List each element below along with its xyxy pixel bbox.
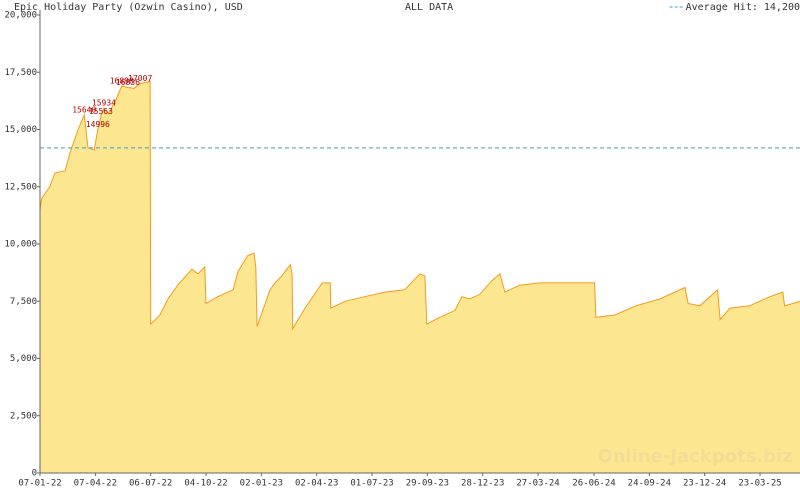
x-tick-label: 23-03-25: [738, 479, 781, 489]
area-fill: [40, 81, 800, 474]
x-tick-label: 04-10-22: [184, 479, 227, 489]
peak-label: 16836: [116, 78, 140, 87]
peak-label: 15640: [72, 105, 96, 114]
chart-subtitle: ALL DATA: [405, 2, 453, 13]
y-tick-label: 5,000: [10, 354, 37, 364]
x-tick-label: 01-07-23: [350, 479, 393, 489]
y-tick-label: 10,000: [4, 240, 37, 250]
peak-label: 15934: [92, 99, 116, 108]
x-tick-label: 29-09-23: [406, 479, 449, 489]
peak-label: 14996: [86, 120, 110, 129]
y-tick-label: 7,500: [10, 297, 37, 307]
x-tick-label: 07-01-22: [18, 479, 61, 489]
y-tick-label: 15,000: [4, 125, 37, 135]
peak-label: 17007: [128, 74, 152, 83]
watermark: Online-Jackpots.biz: [597, 446, 792, 467]
peak-label: 16898: [110, 77, 134, 86]
y-tick-label: 20,000: [4, 11, 37, 21]
y-tick-label: 0: [32, 469, 37, 479]
x-tick-label: 06-07-22: [129, 479, 172, 489]
x-tick-label: 26-06-24: [572, 479, 615, 489]
y-tick-label: 17,500: [4, 68, 37, 78]
x-tick-label: 23-12-24: [683, 479, 726, 489]
y-tick-label: 12,500: [4, 182, 37, 192]
x-tick-label: 24-09-24: [628, 479, 671, 489]
peak-label: 15563: [89, 107, 113, 116]
x-tick-label: 07-04-22: [74, 479, 117, 489]
y-tick-label: 2,500: [10, 411, 37, 421]
x-tick-label: 02-01-23: [240, 479, 283, 489]
chart-title: Epic Holiday Party (Ozwin Casino), USD: [14, 2, 243, 13]
x-tick-label: 27-03-24: [516, 479, 559, 489]
x-tick-label: 28-12-23: [461, 479, 504, 489]
x-tick-label: 02-04-23: [295, 479, 338, 489]
area-line: [39, 80, 800, 331]
legend-label: Average Hit: 14,200: [686, 2, 800, 13]
